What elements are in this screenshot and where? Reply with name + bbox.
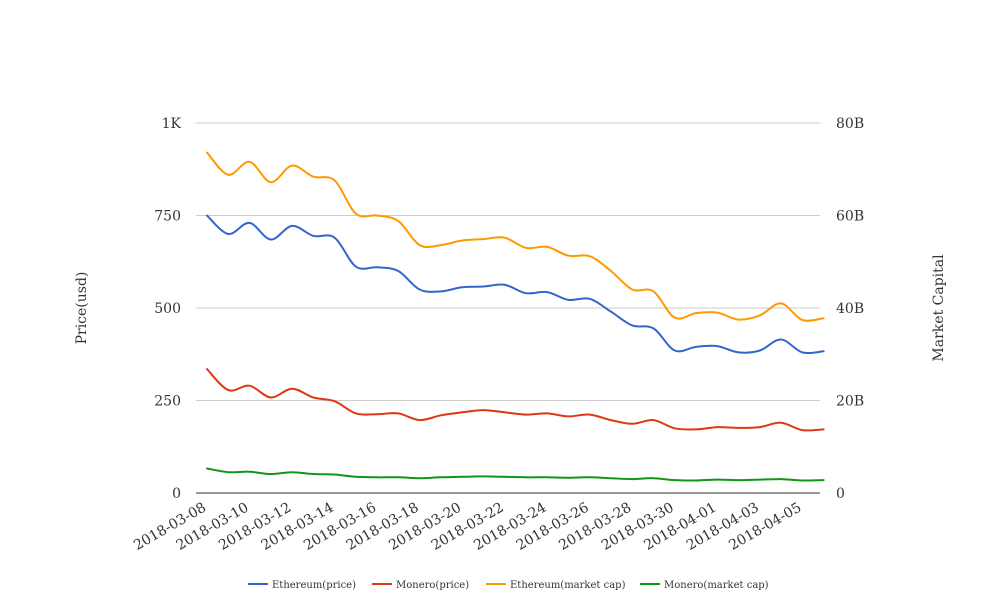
right-tick-label: 0 [836, 486, 845, 502]
right-y-axis: 0 20B 40B 60B 80B [836, 116, 864, 502]
left-tick-label: 0 [172, 486, 181, 502]
series-line-2 [206, 151, 825, 322]
gridlines [196, 122, 820, 494]
x-axis: 2018-03-082018-03-102018-03-122018-03-14… [131, 500, 804, 554]
legend-label: Ethereum(market cap) [510, 580, 626, 591]
left-tick-label: 500 [154, 301, 181, 317]
legend: Ethereum(price) Monero(price) Ethereum(mar… [248, 580, 769, 591]
right-tick-label: 40B [836, 301, 864, 317]
right-axis-title: Market Capital [931, 254, 947, 362]
legend-label: Ethereum(price) [272, 580, 356, 591]
series-line-0 [206, 214, 825, 355]
left-tick-label: 750 [154, 209, 181, 225]
series-line-3 [206, 467, 825, 482]
series-line-1 [206, 368, 825, 432]
right-tick-label: 60B [836, 209, 864, 225]
series-lines [206, 151, 825, 482]
left-y-axis: 0 250 500 750 1K [154, 116, 181, 502]
legend-label: Monero(price) [396, 580, 469, 591]
legend-label: Monero(market cap) [664, 580, 769, 591]
right-tick-label: 20B [836, 394, 864, 410]
right-tick-label: 80B [836, 116, 864, 132]
left-axis-title: Price(usd) [74, 272, 90, 345]
left-tick-label: 1K [162, 116, 182, 132]
left-tick-label: 250 [154, 394, 181, 410]
